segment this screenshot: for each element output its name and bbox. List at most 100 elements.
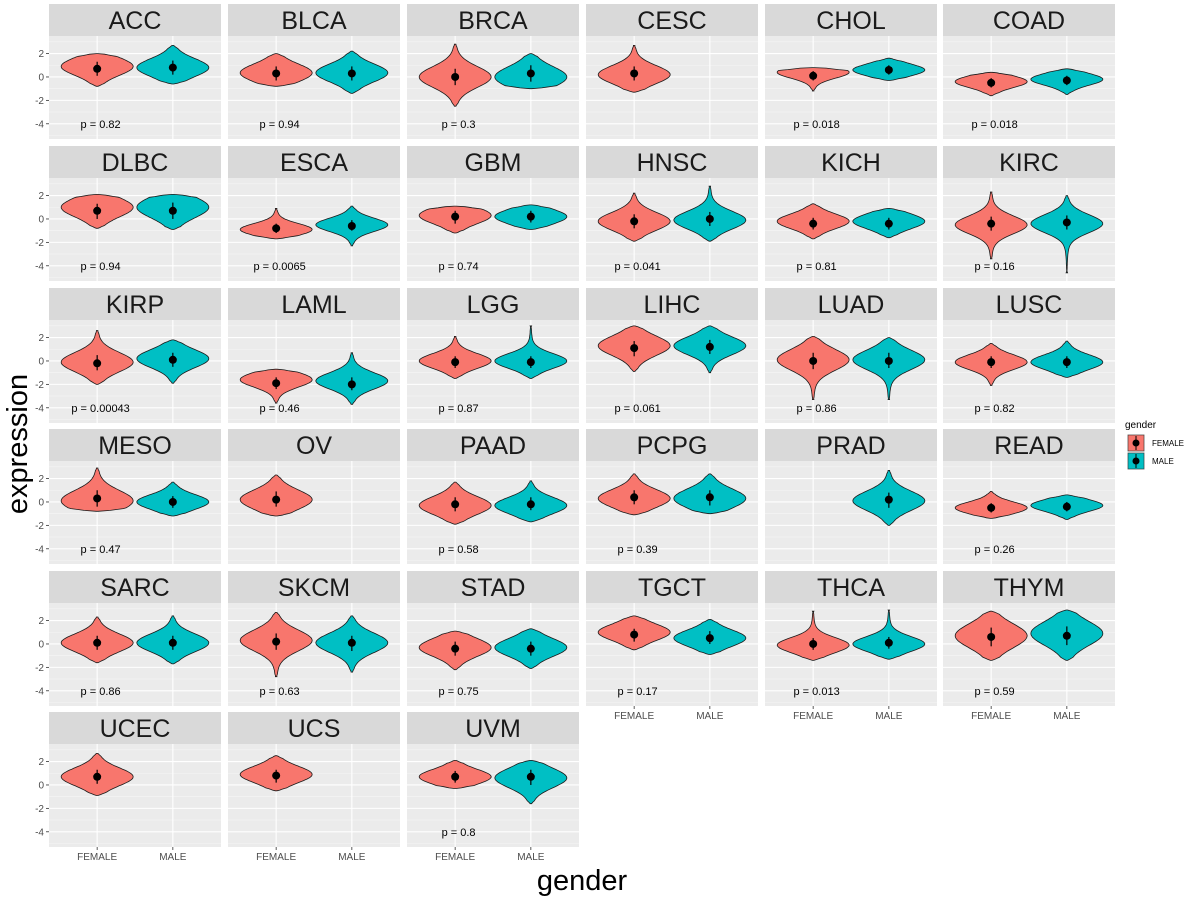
mean-point-female (451, 644, 460, 653)
facet-strip (228, 712, 400, 744)
mean-point-female (93, 638, 102, 647)
facet-strip (586, 571, 758, 603)
p-value-label: p = 0.39 (618, 544, 658, 556)
facet-strip-label: DLBC (102, 149, 169, 177)
p-value-label: p = 0.75 (439, 686, 479, 698)
facet-strip-label: LUAD (818, 291, 885, 319)
facet-strip (49, 571, 221, 603)
mean-point-male (705, 634, 714, 643)
facet-panel-lgg: LGG p = 0.87 (407, 288, 579, 423)
facet-panel-hnsc: HNSC p = 0.041 (586, 146, 758, 281)
facet-panel-thym: THYM FEMALE MALE p = 0.59 (943, 571, 1115, 722)
y-tick-label: 0 (38, 497, 44, 508)
facet-strip-label: LIHC (644, 291, 701, 319)
y-tick-label: 2 (38, 474, 44, 485)
violin-male (494, 325, 568, 379)
mean-point-male (526, 500, 535, 509)
facet-strip-label: BRCA (458, 7, 528, 35)
facet-strip-label: CESC (637, 7, 706, 35)
y-tick-label: 0 (38, 780, 44, 791)
mean-point-male (526, 358, 535, 367)
facet-strip-label: PCPG (637, 432, 708, 460)
facet-panel-meso: MESO 2 0 -2 -4 p = 0.47 (35, 429, 221, 564)
y-tick-label: -4 (35, 686, 44, 697)
p-value-label: p = 0.82 (975, 403, 1015, 415)
facet-strip (407, 712, 579, 744)
facet-panel-acc: ACC 2 0 -2 -4 p = 0.82 (35, 4, 221, 139)
facet-panel-paad: PAAD p = 0.58 (407, 429, 579, 564)
facet-strip-label: SKCM (278, 574, 350, 602)
facet-strip (49, 288, 221, 320)
mean-point-male (884, 219, 893, 228)
p-value-label: p = 0.82 (81, 119, 121, 131)
mean-point-male (705, 214, 714, 223)
p-value-label: p = 0.00043 (71, 403, 129, 415)
mean-point-male (168, 206, 177, 215)
mean-point-female (809, 356, 818, 365)
y-tick-label: -2 (35, 521, 44, 532)
x-tick-label: FEMALE (435, 852, 475, 863)
facet-strip-label: ACC (109, 7, 162, 35)
facet-strip-label: THCA (817, 574, 885, 602)
mean-point-male (526, 69, 535, 78)
facet-panel-ucs: UCS FEMALE MALE (228, 712, 400, 863)
p-value-label: p = 0.061 (615, 403, 661, 415)
facet-panel-coad: COAD p = 0.018 (943, 4, 1115, 139)
mean-point-female (272, 224, 281, 233)
mean-point-female (272, 495, 281, 504)
violin-male (852, 337, 926, 400)
facet-strip (765, 288, 937, 320)
facet-strip (943, 146, 1115, 178)
mean-point-female (272, 379, 281, 388)
facet-strip-label: COAD (993, 7, 1065, 35)
mean-point-female (630, 630, 639, 639)
y-tick-label: -2 (35, 96, 44, 107)
facet-strip (49, 4, 221, 36)
mean-point-male (1062, 631, 1071, 640)
mean-point-female (987, 358, 996, 367)
x-tick-label: FEMALE (793, 711, 833, 722)
mean-point-female (809, 639, 818, 648)
y-tick-label: 2 (38, 191, 44, 202)
p-value-label: p = 0.46 (260, 403, 300, 415)
y-tick-label: -4 (35, 261, 44, 272)
y-tick-label: -4 (35, 403, 44, 414)
facet-strip-label: STAD (461, 574, 526, 602)
y-axis-title: expression (2, 374, 34, 514)
facet-panel-gbm: GBM p = 0.74 (407, 146, 579, 281)
violin-female (776, 610, 850, 661)
facet-strip (228, 571, 400, 603)
mean-point-female (809, 71, 818, 80)
facet-strip (49, 146, 221, 178)
facet-strip (228, 4, 400, 36)
mean-point-male (884, 495, 893, 504)
mean-point-female (451, 212, 460, 221)
legend: gender FEMALE MALE (1125, 420, 1184, 470)
facet-strip-label: OV (296, 432, 332, 460)
facet-strip (943, 288, 1115, 320)
mean-point-female (987, 78, 996, 87)
mean-point-female (630, 217, 639, 226)
x-tick-label: FEMALE (77, 852, 117, 863)
mean-point-male (168, 497, 177, 506)
facet-strip-label: UCS (288, 715, 341, 743)
mean-point-male (347, 638, 356, 647)
facet-strip (586, 429, 758, 461)
x-tick-label: FEMALE (256, 852, 296, 863)
y-tick-label: 0 (38, 356, 44, 367)
mean-point-female (987, 219, 996, 228)
x-tick-label: FEMALE (971, 711, 1011, 722)
facet-panel-cesc: CESC (586, 4, 758, 139)
facet-strip (407, 571, 579, 603)
p-value-label: p = 0.8 (442, 827, 476, 839)
facet-strip-label: LUSC (996, 291, 1063, 319)
mean-point-male (168, 638, 177, 647)
p-value-label: p = 0.018 (972, 119, 1018, 131)
facet-strip-label: KIRC (999, 149, 1059, 177)
legend-label-female: FEMALE (1152, 439, 1184, 448)
facet-strip-label: THYM (994, 574, 1065, 602)
mean-point-female (451, 500, 460, 509)
facet-panel-sarc: SARC 2 0 -2 -4 p = 0.86 (35, 571, 221, 706)
